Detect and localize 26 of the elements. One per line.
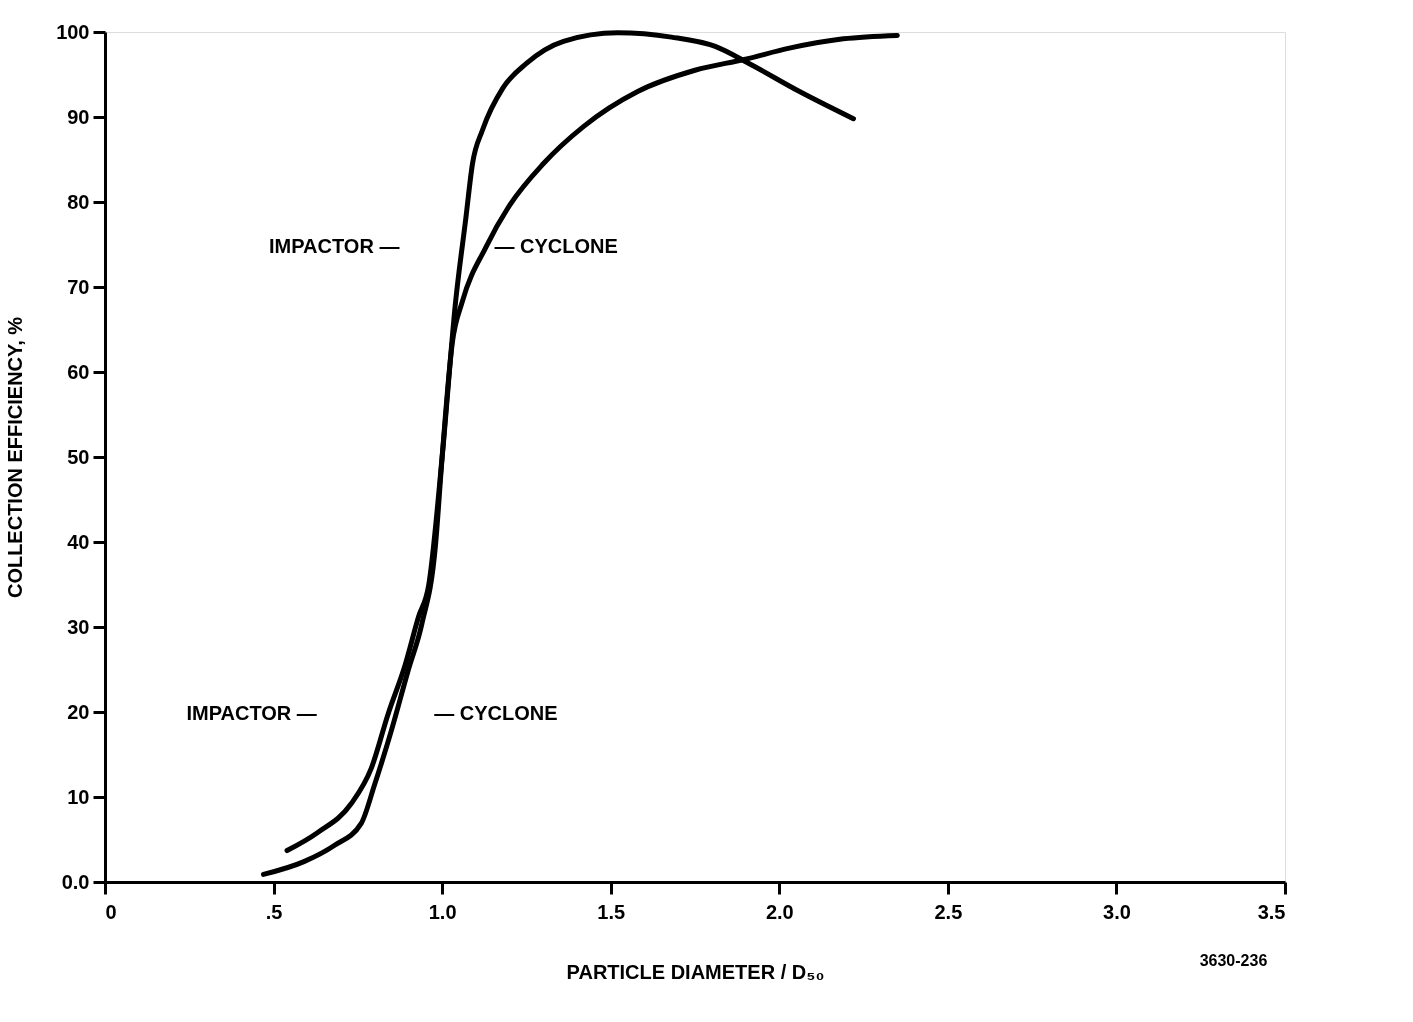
- y-tick-label: 70: [67, 275, 90, 298]
- y-tick-label: 10: [67, 785, 90, 808]
- y-axis-title: COLLECTION EFFICIENCY, %: [4, 316, 27, 599]
- x-tick-label: 3.0: [1103, 900, 1131, 923]
- y-tick-label: 100: [56, 20, 90, 43]
- annotation: IMPACTOR —: [186, 701, 317, 724]
- y-tick-label: 60: [67, 360, 90, 383]
- x-tick-label: 2.5: [934, 900, 963, 923]
- text: 3630-236: [1199, 952, 1268, 970]
- x-tick-label: 3.5: [1257, 900, 1286, 923]
- y-tick-label: 80: [67, 190, 90, 213]
- annotation: — CYCLONE: [494, 235, 618, 258]
- x-tick-label: 1.0: [428, 900, 457, 923]
- x-tick-label: 2.0: [765, 900, 794, 923]
- y-tick-label: 30: [67, 615, 90, 638]
- x-tick-label: 0: [105, 900, 117, 923]
- y-tick-label: 20: [67, 700, 90, 723]
- annotation: IMPACTOR —: [269, 235, 400, 258]
- y-tick-label: 50: [67, 445, 90, 468]
- y-tick-label: 40: [67, 530, 90, 553]
- x-tick-label: 1.5: [597, 900, 626, 923]
- x-axis-title: PARTICLE DIAMETER / D₅₀: [566, 960, 825, 983]
- y-tick-label: 90: [67, 105, 90, 128]
- y-tick-label: 0.0: [61, 870, 90, 893]
- x-tick-label: .5: [265, 900, 283, 923]
- annotation: — CYCLONE: [434, 701, 558, 724]
